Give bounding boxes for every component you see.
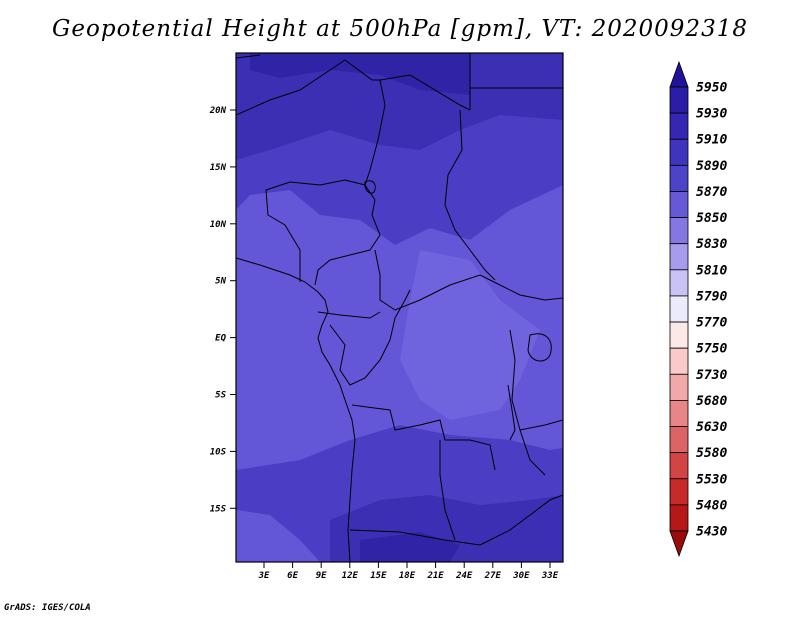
colorbar-top-arrow xyxy=(669,60,689,88)
border-sudan xyxy=(469,53,563,110)
colorbar-level-label: 5580 xyxy=(696,446,727,461)
lon-tick-label: 33E xyxy=(541,571,559,581)
lon-tick-label: 12E xyxy=(342,571,359,581)
lake-chad xyxy=(364,180,376,194)
colorbar-level-label: 5950 xyxy=(696,81,727,96)
colorbar-swatch xyxy=(669,243,689,271)
colorbar-level-label: 5910 xyxy=(696,133,727,148)
lon-tick-label: 18E xyxy=(399,571,416,581)
colorbar-swatch xyxy=(669,400,689,427)
border-niger-algeria xyxy=(236,59,346,116)
border-drc-angola xyxy=(351,404,496,471)
border-mozambique xyxy=(479,494,563,546)
colorbar-level-label: 5630 xyxy=(696,420,727,435)
border-drc-west xyxy=(394,289,411,319)
colorbar-swatch xyxy=(669,269,689,297)
colorbar-swatch xyxy=(669,478,689,506)
colorbar-swatch xyxy=(669,452,689,480)
chart-title: Geopotential Height at 500hPa [gpm], VT:… xyxy=(52,16,748,42)
latitude-axis: 20N 15N 10N 5N EQ 5S 10S 15S xyxy=(209,106,236,514)
border-east-lakes xyxy=(509,329,546,476)
colorbar-swatch xyxy=(669,217,689,245)
colorbar-level-label: 5930 xyxy=(696,107,727,122)
lat-tick-label: 15S xyxy=(210,504,227,514)
lat-tick-label: 20N xyxy=(209,106,227,116)
colorbar-level-label: 5790 xyxy=(696,289,727,304)
lon-tick-label: 30E xyxy=(512,571,530,581)
border-tanzania xyxy=(519,419,563,431)
colorbar-swatch xyxy=(669,191,689,218)
lat-tick-label: 15N xyxy=(210,163,227,173)
colorbar-level-label: 5770 xyxy=(696,316,727,331)
field-southwest-light xyxy=(236,510,320,562)
height-field xyxy=(236,53,563,562)
lake-tanganyika xyxy=(507,384,516,441)
grads-credit: GrADS: IGES/COLA xyxy=(4,603,91,613)
colorbar-bottom-arrow xyxy=(669,530,689,558)
border-angola-zambia xyxy=(439,440,456,541)
map-frame xyxy=(235,52,564,563)
lat-tick-label: 10N xyxy=(210,220,227,230)
lon-tick-label: 27E xyxy=(484,571,502,581)
colorbar-swatch xyxy=(669,321,689,349)
border-chad-west xyxy=(364,79,386,186)
field-north-darker xyxy=(236,53,563,160)
lon-tick-label: 24E xyxy=(455,571,473,581)
border-chad-east xyxy=(444,109,496,281)
colorbar-swatch xyxy=(669,164,689,192)
border-algeria-north xyxy=(236,54,380,81)
colorbar-level-label: 5730 xyxy=(696,368,727,383)
coastline-west xyxy=(236,257,356,562)
lon-tick-label: 15E xyxy=(370,571,387,581)
lat-tick-label: 10S xyxy=(210,447,227,457)
border-libya-chad xyxy=(379,74,471,111)
colorbar-level-label: 5530 xyxy=(696,472,727,487)
colorbar-level-label: 5850 xyxy=(696,211,727,226)
colorbar-level-label: 5870 xyxy=(696,185,727,200)
lat-tick-label: 5S xyxy=(215,391,226,401)
border-cameroon-south xyxy=(317,311,381,319)
border-namibia xyxy=(349,529,481,546)
colorbar-swatch xyxy=(669,86,689,114)
colorbar-level-label: 5810 xyxy=(696,263,727,278)
colorbar-level-label: 5680 xyxy=(696,394,727,409)
lon-tick-label: 6E xyxy=(287,571,298,581)
border-gabon-congo xyxy=(329,317,396,386)
colorbar: 5950 5930 5910 5890 5870 5850 5830 5810 5790 5770… xyxy=(669,60,727,558)
lat-tick-label: EQ xyxy=(215,334,226,344)
lake-victoria xyxy=(527,333,552,362)
border-car xyxy=(374,249,563,311)
colorbar-swatch xyxy=(669,504,689,532)
colorbar-swatch xyxy=(669,295,689,323)
colorbar-level-label: 5750 xyxy=(696,342,727,357)
colorbar-level-label: 5890 xyxy=(696,159,727,174)
colorbar-swatch xyxy=(669,347,689,375)
colorbar-swatch xyxy=(669,373,689,401)
lat-tick-label: 5N xyxy=(215,277,226,287)
lon-tick-label: 21E xyxy=(426,571,444,581)
colorbar-level-label: 5430 xyxy=(696,525,727,540)
colorbar-level-label: 5480 xyxy=(696,498,727,513)
field-south-darkest xyxy=(360,532,460,562)
colorbar-swatch xyxy=(669,138,689,166)
field-north-darkest xyxy=(250,53,470,95)
longitude-axis: 3E 6E 9E 12E 15E 18E 21E 24E 27E 30E 33E xyxy=(258,562,559,581)
lon-tick-label: 9E xyxy=(316,571,327,581)
lon-tick-label: 3E xyxy=(258,571,270,581)
colorbar-swatch xyxy=(669,426,689,454)
colorbar-level-label: 5830 xyxy=(696,237,727,252)
colorbar-swatch xyxy=(669,112,689,140)
country-borders xyxy=(236,53,563,562)
